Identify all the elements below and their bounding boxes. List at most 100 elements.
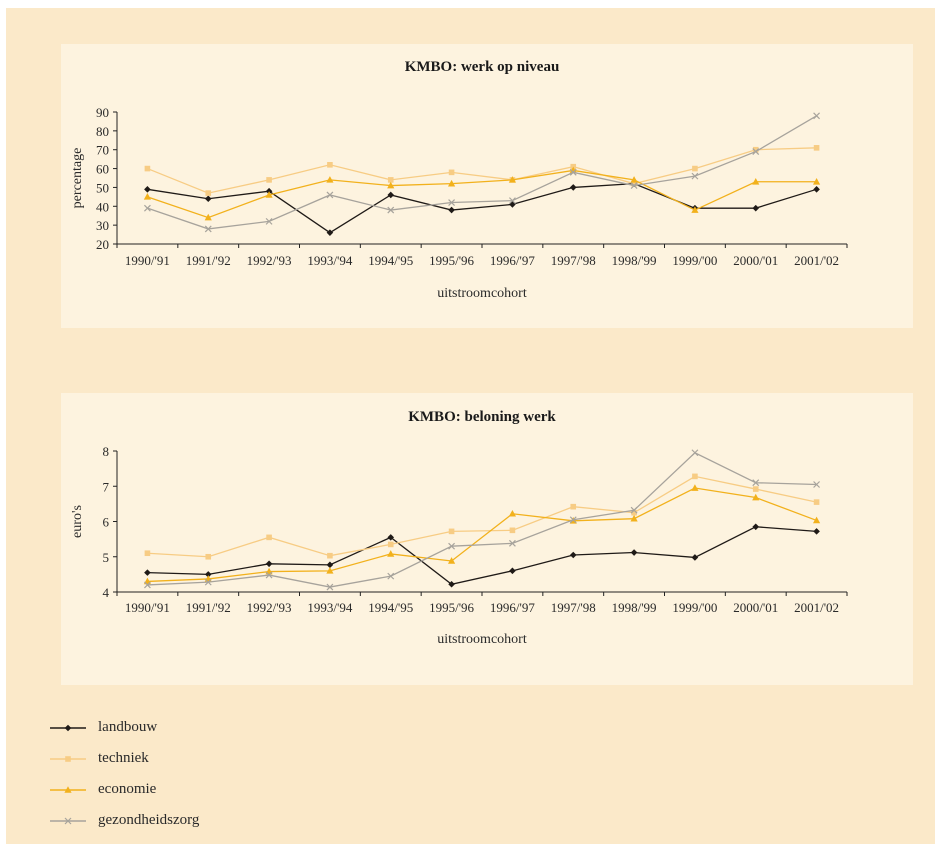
x-tick-label: 2001/'02 [794,253,839,268]
y-tick-label: 70 [96,143,109,158]
legend: landbouw techniek economie gezondheidszo… [48,712,199,836]
legend-item-economie: economie [48,774,199,805]
legend-symbol-techniek [65,755,71,762]
x-tick-label: 1999/'00 [672,253,717,268]
x-tick-label: 1992/'93 [247,600,292,615]
data-point-landbouw [691,554,699,561]
series-gezondheidszorg [143,449,821,591]
data-point-gezondheidszorg [387,206,395,214]
series-line-gezondheidszorg [147,115,817,230]
data-point-gezondheidszorg [569,516,577,524]
legend-marker-techniek [50,755,86,762]
data-point-gezondheidszorg [448,199,456,206]
data-point-landbouw [630,549,638,556]
data-point-techniek [752,146,759,153]
x-tick-label: 1991/'92 [186,600,231,615]
chart-title: KMBO: werk op niveau [405,59,560,75]
data-point-gezondheidszorg [630,182,638,189]
data-point-landbouw [569,184,577,191]
data-point-economie [265,191,273,198]
x-tick-label: 1997/'98 [551,253,596,268]
series-line-landbouw [147,526,817,585]
x-tick-label: 1997/'98 [551,600,596,615]
y-tick-label: 8 [103,444,110,459]
data-point-gezondheidszorg [508,197,516,205]
legend-item-landbouw: landbouw [48,712,199,743]
x-axis-label: uitstroomcohort [437,286,527,301]
series-line-gezondheidszorg [147,451,817,588]
data-point-landbouw [144,186,151,193]
data-point-techniek [205,553,212,560]
data-point-techniek [387,541,394,548]
data-point-landbouw [813,528,820,535]
data-point-techniek [266,177,272,183]
data-point-economie [508,509,517,517]
series-landbouw [144,180,820,236]
data-point-techniek [327,552,333,559]
data-point-techniek [266,534,272,541]
data-point-gezondheidszorg [691,449,699,457]
data-point-economie [508,176,517,183]
y-tick-label: 30 [96,218,109,233]
data-point-gezondheidszorg [752,479,760,487]
data-point-gezondheidszorg [448,542,456,550]
data-point-landbouw [509,567,516,575]
data-point-gezondheidszorg [204,225,212,233]
data-point-gezondheidszorg [326,191,334,199]
data-point-landbouw [204,195,212,203]
data-point-techniek [692,165,698,172]
chart-title: KMBO: beloning werk [408,409,556,425]
series-line-economie [147,487,817,583]
data-point-techniek [327,162,333,168]
legend-marker-economie [50,785,86,793]
legend-label-techniek: techniek [98,750,149,766]
data-point-techniek [448,169,455,176]
data-point-economie [752,493,760,501]
data-point-landbouw [813,186,820,193]
data-point-gezondheidszorg [630,506,638,514]
data-point-landbouw [387,191,395,199]
x-tick-label: 1994/'95 [368,600,413,615]
data-point-economie [691,206,699,213]
data-point-gezondheidszorg [691,172,699,180]
data-point-economie [630,176,638,183]
data-point-techniek [509,527,516,534]
x-axis-label: uitstroomcohort [437,632,527,647]
x-tick-label: 1998/'99 [612,253,657,268]
data-point-landbouw [144,569,151,576]
y-tick-label: 6 [103,515,110,530]
data-point-economie [326,567,334,574]
y-tick-label: 4 [103,585,110,600]
x-tick-label: 2001/'02 [794,600,839,615]
y-axis-label: percentage [70,148,85,209]
legend-symbol-gezondheidszorg [64,817,72,824]
data-point-techniek [387,177,394,183]
legend-marker-gezondheidszorg [50,817,86,824]
series-line-economie [147,169,817,219]
data-point-economie [569,166,577,174]
data-point-gezondheidszorg [387,572,395,580]
series-line-techniek [147,475,817,558]
legend-item-gezondheidszorg: gezondheidszorg [48,805,199,836]
data-point-gezondheidszorg [204,578,212,586]
x-tick-label: 2000/'01 [733,600,778,615]
data-point-economie [143,193,152,200]
data-point-techniek [448,528,455,535]
series-line-landbouw [147,182,817,234]
data-point-gezondheidszorg [569,168,577,176]
series-economie [143,484,821,585]
y-tick-label: 90 [96,105,109,120]
legend-symbol-economie [64,785,72,793]
y-axis-label: euro's [70,505,85,538]
data-point-techniek [752,486,759,492]
data-point-economie [812,177,821,185]
series-techniek [144,473,820,560]
legend-label-economie: economie [98,781,157,797]
chart-beloning-werk: KMBO: beloning werk 4 5 6 7 8 1990/'91 1991/'92… [70,409,848,647]
data-point-landbouw [326,229,334,236]
data-point-techniek [205,190,212,196]
data-point-techniek [813,145,820,151]
x-tick-label: 1998/'99 [612,600,657,615]
y-tick-label: 7 [103,479,110,494]
chart-panel-beloning-werk: KMBO: beloning werk 4 5 6 7 8 1990/'91 1991/'92… [61,393,913,685]
